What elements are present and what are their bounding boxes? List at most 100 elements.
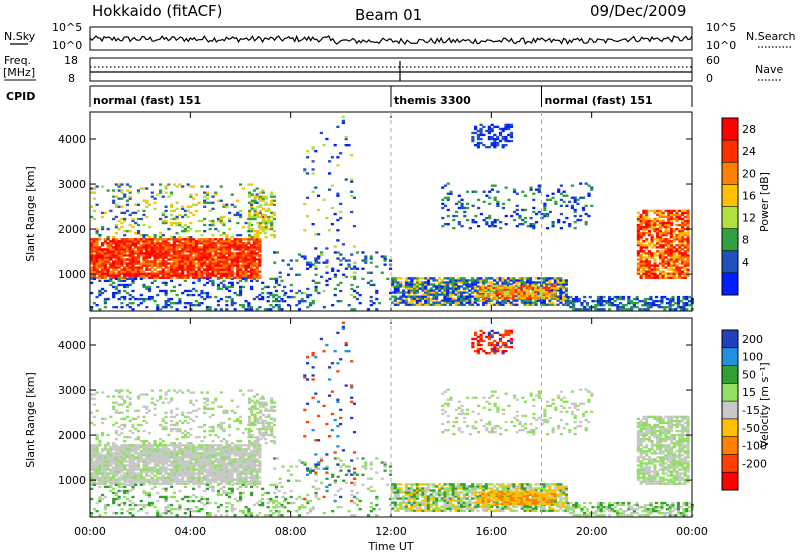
data-cell bbox=[151, 275, 154, 277]
data-cell bbox=[312, 264, 315, 266]
data-cell bbox=[165, 460, 168, 462]
data-cell bbox=[455, 279, 458, 281]
data-cell bbox=[187, 470, 190, 472]
data-cell bbox=[279, 272, 282, 274]
data-cell bbox=[548, 297, 551, 299]
data-cell bbox=[178, 238, 181, 240]
data-cell bbox=[402, 293, 405, 295]
data-cell bbox=[93, 218, 96, 220]
data-cell bbox=[653, 262, 656, 264]
data-cell bbox=[184, 248, 187, 250]
data-cell bbox=[256, 252, 259, 254]
data-cell bbox=[250, 280, 253, 282]
data-cell bbox=[123, 464, 126, 466]
data-cell bbox=[220, 185, 223, 187]
data-cell bbox=[104, 477, 107, 479]
data-cell bbox=[633, 298, 636, 300]
data-cell bbox=[375, 251, 378, 253]
data-cell bbox=[112, 452, 115, 454]
data-cell bbox=[675, 256, 678, 258]
data-cell bbox=[145, 470, 148, 472]
data-cell bbox=[98, 308, 101, 310]
data-cell bbox=[678, 234, 681, 236]
data-cell bbox=[350, 154, 353, 156]
data-cell bbox=[181, 454, 184, 456]
data-cell bbox=[211, 202, 214, 204]
data-cell bbox=[192, 456, 195, 458]
data-cell bbox=[162, 290, 165, 292]
data-cell bbox=[670, 232, 673, 234]
data-cell bbox=[165, 238, 168, 240]
data-cell bbox=[129, 271, 132, 273]
data-cell bbox=[112, 446, 115, 448]
data-cell bbox=[548, 293, 551, 295]
data-cell bbox=[653, 210, 656, 212]
data-cell bbox=[250, 230, 253, 232]
data-cell bbox=[441, 293, 444, 295]
data-cell bbox=[118, 450, 121, 452]
data-cell bbox=[250, 288, 253, 290]
data-cell bbox=[107, 275, 110, 277]
data-cell bbox=[178, 222, 181, 224]
data-cell bbox=[131, 454, 134, 456]
data-cell bbox=[198, 230, 201, 232]
data-cell bbox=[247, 466, 250, 468]
data-cell bbox=[115, 464, 118, 466]
data-cell bbox=[339, 217, 342, 219]
data-cell bbox=[104, 254, 107, 256]
data-cell bbox=[495, 285, 498, 287]
data-cell bbox=[198, 278, 201, 280]
data-cell bbox=[531, 287, 534, 289]
data-cell bbox=[120, 218, 123, 220]
data-cell bbox=[165, 222, 168, 224]
data-cell bbox=[206, 444, 209, 446]
data-cell bbox=[645, 232, 648, 234]
data-cell bbox=[162, 275, 165, 277]
data-cell bbox=[662, 216, 665, 218]
data-cell bbox=[170, 452, 173, 454]
data-cell bbox=[173, 246, 176, 248]
data-cell bbox=[234, 238, 237, 240]
data-cell bbox=[112, 256, 115, 258]
data-cell bbox=[245, 454, 248, 456]
data-cell bbox=[496, 219, 499, 221]
data-cell bbox=[644, 302, 647, 304]
data-cell bbox=[443, 291, 446, 293]
data-cell bbox=[554, 304, 557, 306]
data-cell bbox=[242, 248, 245, 250]
data-cell bbox=[159, 242, 162, 244]
data-cell bbox=[167, 242, 170, 244]
data-cell bbox=[510, 215, 513, 217]
data-cell bbox=[131, 456, 134, 458]
data-cell bbox=[225, 236, 228, 238]
data-cell bbox=[250, 266, 253, 268]
data-cell bbox=[529, 279, 532, 281]
data-cell bbox=[397, 289, 400, 291]
data-cell bbox=[419, 298, 422, 300]
data-cell bbox=[546, 215, 549, 217]
data-cell bbox=[104, 444, 107, 446]
data-cell bbox=[242, 452, 245, 454]
data-cell bbox=[115, 470, 118, 472]
data-cell bbox=[262, 230, 265, 232]
data-cell bbox=[242, 250, 245, 252]
data-cell bbox=[176, 444, 179, 446]
data-cell bbox=[247, 277, 250, 279]
data-cell bbox=[482, 297, 485, 299]
data-cell bbox=[209, 262, 212, 264]
data-cell bbox=[154, 260, 157, 262]
data-cell bbox=[93, 256, 96, 258]
data-cell bbox=[131, 244, 134, 246]
data-cell bbox=[245, 246, 248, 248]
data-cell bbox=[96, 252, 99, 254]
data-cell bbox=[209, 450, 212, 452]
data-cell bbox=[173, 454, 176, 456]
data-cell bbox=[220, 248, 223, 250]
data-cell bbox=[616, 306, 619, 308]
data-cell bbox=[173, 252, 176, 254]
data-cell bbox=[148, 256, 151, 258]
data-cell bbox=[526, 293, 529, 295]
data-cell bbox=[120, 244, 123, 246]
data-cell bbox=[142, 286, 145, 288]
data-cell bbox=[662, 240, 665, 242]
